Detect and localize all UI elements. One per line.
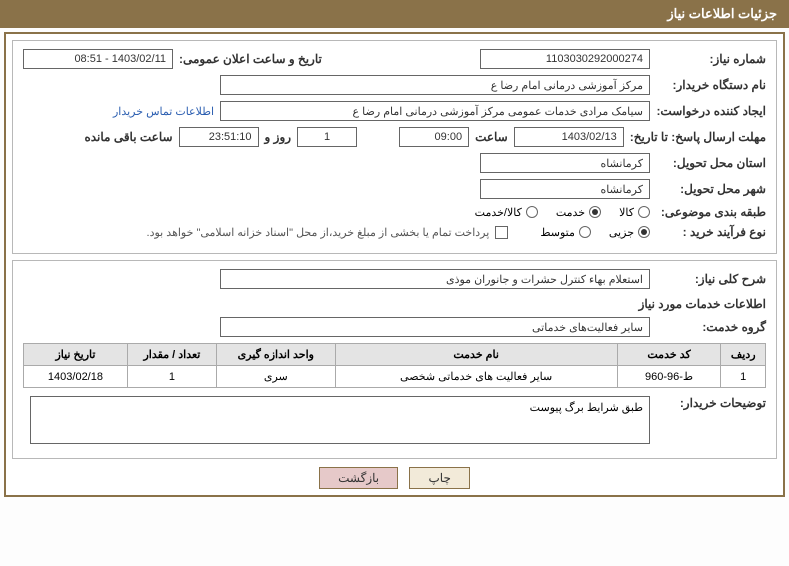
contact-link[interactable]: اطلاعات تماس خریدار	[113, 105, 214, 118]
cell-row: 1	[721, 366, 766, 388]
requester-label: ایجاد کننده درخواست:	[656, 104, 766, 118]
need-section: شرح کلی نیاز: استعلام بهاء کنترل حشرات و…	[12, 260, 777, 459]
col-qty: تعداد / مقدار	[127, 344, 216, 366]
services-table: ردیف کد خدمت نام خدمت واحد اندازه گیری ت…	[23, 343, 766, 388]
province-label: استان محل تحویل:	[656, 156, 766, 170]
col-row: ردیف	[721, 344, 766, 366]
row-province: استان محل تحویل: کرمانشاه	[23, 153, 766, 173]
row-need-number: شماره نیاز: 1103030292000274 تاریخ و ساع…	[23, 49, 766, 69]
service-group-field: سایر فعالیت‌های خدماتی	[220, 317, 650, 337]
deadline-hour-field: 09:00	[399, 127, 469, 147]
button-row: چاپ بازگشت	[12, 467, 777, 489]
radio-goods-label: کالا	[619, 206, 634, 219]
row-city: شهر محل تحویل: کرمانشاه	[23, 179, 766, 199]
cell-qty: 1	[127, 366, 216, 388]
col-unit: واحد اندازه گیری	[216, 344, 335, 366]
deadline-label: مهلت ارسال پاسخ: تا تاریخ:	[630, 130, 766, 144]
buyer-notes-field: طبق شرایط برگ پیوست	[30, 396, 650, 444]
col-code: کد خدمت	[617, 344, 721, 366]
page-title: جزئیات اطلاعات نیاز	[667, 6, 777, 21]
radio-dot-icon	[638, 206, 650, 218]
radio-both[interactable]: کالا/خدمت	[475, 206, 538, 219]
radio-goods[interactable]: کالا	[619, 206, 650, 219]
radio-dot-icon	[589, 206, 601, 218]
treasury-note: پرداخت تمام یا بخشی از مبلغ خرید،از محل …	[147, 226, 490, 239]
back-button[interactable]: بازگشت	[319, 467, 398, 489]
row-buyer-org: نام دستگاه خریدار: مرکز آموزشی درمانی ام…	[23, 75, 766, 95]
province-field: کرمانشاه	[480, 153, 650, 173]
print-button[interactable]: چاپ	[409, 467, 469, 489]
table-row: 1 ط-96-960 سایر فعالیت های خدماتی شخصی س…	[24, 366, 766, 388]
hour-label: ساعت	[475, 130, 508, 144]
radio-medium[interactable]: متوسط	[540, 226, 591, 239]
row-category: طبقه بندی موضوعی: کالا خدمت کالا/خدمت	[23, 205, 766, 219]
treasury-checkbox[interactable]	[495, 226, 508, 239]
need-number-label: شماره نیاز:	[656, 52, 766, 66]
info-section: شماره نیاز: 1103030292000274 تاریخ و ساع…	[12, 40, 777, 254]
col-date: تاریخ نیاز	[24, 344, 128, 366]
row-service-group: گروه خدمت: سایر فعالیت‌های خدماتی	[23, 317, 766, 337]
page-header: جزئیات اطلاعات نیاز	[0, 0, 789, 28]
radio-dot-icon	[526, 206, 538, 218]
radio-minor-label: جزیی	[609, 226, 634, 239]
cell-unit: سری	[216, 366, 335, 388]
cell-date: 1403/02/18	[24, 366, 128, 388]
radio-both-label: کالا/خدمت	[475, 206, 522, 219]
remain-time-field: 23:51:10	[179, 127, 259, 147]
row-buyer-notes: توضیحات خریدار: طبق شرایط برگ پیوست	[23, 396, 766, 444]
category-label: طبقه بندی موضوعی:	[656, 205, 766, 219]
requester-field: سیامک مرادی خدمات عمومی مرکز آموزشی درما…	[220, 101, 650, 121]
row-deadline: مهلت ارسال پاسخ: تا تاریخ: 1403/02/13 سا…	[23, 127, 766, 147]
buyer-org-label: نام دستگاه خریدار:	[656, 78, 766, 92]
row-requester: ایجاد کننده درخواست: سیامک مرادی خدمات ع…	[23, 101, 766, 121]
remain-label: ساعت باقی مانده	[84, 130, 172, 144]
radio-service-label: خدمت	[556, 206, 585, 219]
cell-code: ط-96-960	[617, 366, 721, 388]
process-radios: جزیی متوسط	[540, 226, 650, 239]
announce-field: 1403/02/11 - 08:51	[23, 49, 173, 69]
radio-medium-label: متوسط	[540, 226, 575, 239]
days-label: روز و	[265, 130, 292, 144]
deadline-date-field: 1403/02/13	[514, 127, 624, 147]
city-field: کرمانشاه	[480, 179, 650, 199]
table-header-row: ردیف کد خدمت نام خدمت واحد اندازه گیری ت…	[24, 344, 766, 366]
radio-dot-icon	[579, 226, 591, 238]
main-frame: شماره نیاز: 1103030292000274 تاریخ و ساع…	[4, 32, 785, 497]
buyer-org-field: مرکز آموزشی درمانی امام رضا ع	[220, 75, 650, 95]
radio-service[interactable]: خدمت	[556, 206, 601, 219]
need-desc-label: شرح کلی نیاز:	[656, 272, 766, 286]
city-label: شهر محل تحویل:	[656, 182, 766, 196]
services-header: اطلاعات خدمات مورد نیاز	[23, 297, 766, 311]
buyer-notes-label: توضیحات خریدار:	[656, 396, 766, 410]
radio-dot-icon	[638, 226, 650, 238]
need-number-field: 1103030292000274	[480, 49, 650, 69]
days-count-field: 1	[297, 127, 357, 147]
announce-label: تاریخ و ساعت اعلان عمومی:	[179, 52, 322, 66]
need-desc-field: استعلام بهاء کنترل حشرات و جانوران موذی	[220, 269, 650, 289]
radio-minor[interactable]: جزیی	[609, 226, 650, 239]
cell-name: سایر فعالیت های خدماتی شخصی	[335, 366, 617, 388]
row-process: نوع فرآیند خرید : جزیی متوسط پرداخت تمام…	[23, 225, 766, 239]
service-group-label: گروه خدمت:	[656, 320, 766, 334]
row-need-desc: شرح کلی نیاز: استعلام بهاء کنترل حشرات و…	[23, 269, 766, 289]
col-name: نام خدمت	[335, 344, 617, 366]
category-radios: کالا خدمت کالا/خدمت	[475, 206, 650, 219]
process-label: نوع فرآیند خرید :	[656, 225, 766, 239]
